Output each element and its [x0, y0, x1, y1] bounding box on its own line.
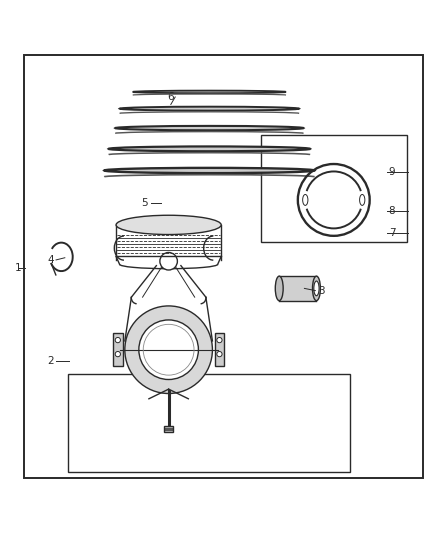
Ellipse shape: [303, 195, 308, 205]
Circle shape: [139, 320, 198, 379]
Circle shape: [115, 337, 120, 343]
Ellipse shape: [313, 276, 321, 301]
Text: 5: 5: [141, 198, 148, 208]
Circle shape: [217, 337, 222, 343]
Bar: [164, 426, 173, 432]
Ellipse shape: [275, 276, 283, 301]
Bar: [113, 333, 123, 366]
Text: 2: 2: [47, 356, 54, 366]
Text: 7: 7: [389, 228, 396, 238]
Circle shape: [160, 253, 177, 270]
Bar: [215, 333, 224, 366]
Text: 4: 4: [47, 255, 54, 265]
Ellipse shape: [104, 168, 314, 173]
Bar: [68, 374, 350, 472]
Circle shape: [115, 351, 120, 357]
Bar: [261, 135, 407, 243]
Ellipse shape: [133, 91, 286, 93]
Bar: [279, 276, 316, 301]
Ellipse shape: [360, 195, 365, 205]
Text: 6: 6: [167, 92, 174, 102]
Text: 1: 1: [15, 263, 22, 273]
Text: 3: 3: [318, 286, 325, 296]
Ellipse shape: [109, 147, 310, 151]
Ellipse shape: [314, 281, 319, 296]
Circle shape: [125, 306, 212, 393]
Ellipse shape: [116, 215, 221, 235]
Text: 8: 8: [389, 206, 396, 216]
Ellipse shape: [115, 126, 304, 130]
Circle shape: [217, 351, 222, 357]
Text: 9: 9: [389, 167, 396, 177]
Ellipse shape: [120, 107, 299, 111]
